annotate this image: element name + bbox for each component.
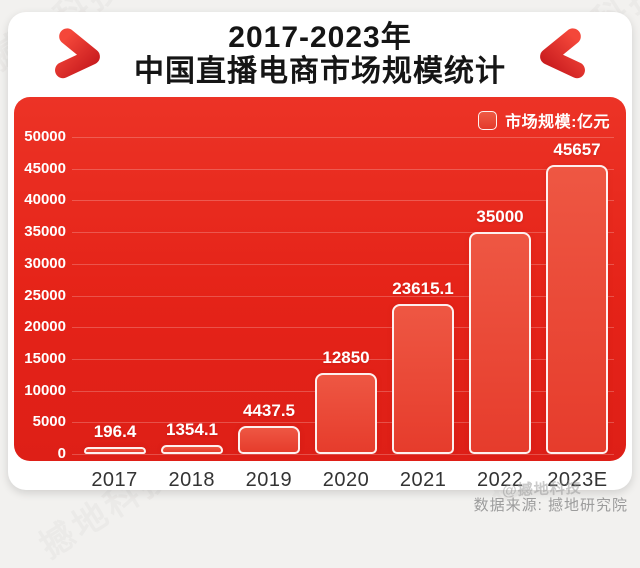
bar-2021	[392, 304, 454, 454]
gridline	[72, 359, 614, 360]
bar-2018	[161, 445, 223, 454]
y-axis-tick-label: 0	[57, 445, 66, 461]
chart-panel: 市场规模:亿元 0 5000 10000 15000 20000 25000 30000 35…	[14, 97, 626, 461]
bar-2022	[469, 232, 531, 454]
x-axis-label-2018: 2018	[168, 469, 215, 491]
bar-value-label: 23615.1	[392, 279, 454, 298]
y-axis-tick-label: 35000	[24, 223, 66, 240]
x-axis-label-2017: 2017	[91, 469, 138, 491]
bar-2023E	[546, 165, 608, 454]
x-axis: 2017 2018 2019 2020 2021 2022 2023E	[76, 466, 616, 494]
gridline	[72, 264, 614, 265]
y-axis-tick-label: 10000	[24, 382, 66, 399]
bar-2020	[315, 373, 377, 454]
bar-value-label: 196.4	[93, 422, 137, 441]
gridline	[72, 169, 614, 170]
gridline	[72, 137, 614, 138]
publisher-watermark: @撼地科技	[502, 479, 583, 500]
x-axis-label-2022: 2022	[477, 469, 524, 491]
bar-2019	[238, 426, 300, 454]
y-axis-tick-label: 30000	[24, 255, 66, 272]
gridline	[72, 296, 614, 297]
y-axis-tick-label: 25000	[24, 287, 66, 304]
x-axis-label-2019: 2019	[245, 469, 293, 491]
chevron-right-icon	[55, 27, 100, 78]
chevron-left-icon	[540, 27, 585, 78]
legend-swatch-icon	[478, 110, 498, 130]
title-line-2: 中国直播电商市场规模统计	[134, 54, 506, 88]
y-axis-tick-label: 45000	[24, 160, 66, 177]
header: 2017-2023年 中国直播电商市场规模统计	[8, 12, 632, 97]
y-axis-tick-label: 40000	[24, 191, 66, 208]
source-text: 数据来源: 撼地研究院	[473, 497, 628, 514]
x-axis-label-2023E: 2023E	[547, 469, 608, 491]
bar-value-label: 35000	[476, 207, 524, 226]
legend-label: 市场规模:亿元	[505, 114, 610, 131]
x-axis-label-2020: 2020	[322, 469, 370, 491]
page-title: 2017-2023年 中国直播电商市场规模统计	[134, 21, 506, 89]
chart-card: 2017-2023年 中国直播电商市场规模统计 市场规模:亿元 0 5000 100…	[8, 12, 632, 491]
bar-value-label: 4437.5	[243, 401, 295, 420]
legend: 市场规模:亿元	[478, 108, 610, 132]
bar-value-label: 12850	[322, 348, 370, 367]
bar-value-label: 1354.1	[166, 420, 218, 439]
title-line-1: 2017-2023年	[228, 20, 412, 54]
gridline	[72, 232, 614, 233]
y-axis-tick-label: 5000	[32, 413, 66, 430]
gridline	[72, 327, 614, 328]
y-axis-tick-label: 50000	[24, 128, 66, 145]
x-axis-label-2021: 2021	[399, 469, 447, 491]
infographic-root: 撼地科技 撼地科技 撼地科技 撼地科技 2017-2023年 中国直播电商市场规…	[8, 12, 632, 514]
y-axis-tick-label: 20000	[24, 318, 66, 335]
gridline	[72, 454, 614, 455]
bar-2017	[84, 447, 146, 454]
y-axis-tick-label: 15000	[24, 350, 66, 367]
gridline	[72, 200, 614, 201]
bar-value-label: 45657	[553, 140, 601, 159]
